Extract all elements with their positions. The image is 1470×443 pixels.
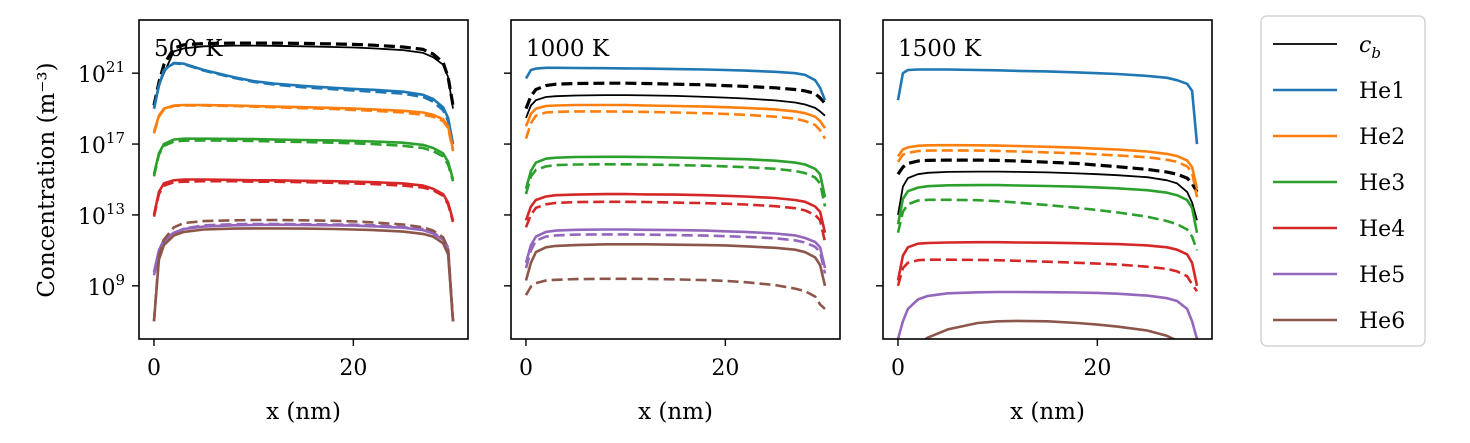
series-line-he1-solid xyxy=(524,66,827,101)
series-line-he6-solid xyxy=(923,319,1177,339)
legend-label: He4 xyxy=(1359,217,1405,242)
series-line-he2-dashed xyxy=(896,149,1199,198)
x-tick-label: 20 xyxy=(711,356,739,381)
series-line-he1-dashed xyxy=(152,61,455,147)
y-tick-label: 1013 xyxy=(78,200,125,230)
series-line-he5-solid xyxy=(152,223,455,322)
legend-label: He6 xyxy=(1359,309,1405,334)
panel-0: 500 K 0 20 x (nm) 109 1013 1017 1021 xyxy=(78,19,469,425)
series-line-he6-solid xyxy=(524,243,827,287)
plot-frame xyxy=(510,19,841,340)
series-group xyxy=(152,41,455,322)
y-tick-label: 109 xyxy=(87,271,125,301)
series-line-he2-solid xyxy=(896,143,1199,190)
series-line-he2-dashed xyxy=(524,110,827,140)
y-axis-title-group: Concentration (m⁻³) xyxy=(34,62,60,297)
series-line-he2-dashed xyxy=(152,104,455,152)
legend: cb He1 He2 He3 He4 He5 He6 xyxy=(1260,15,1426,347)
x-tick-label: 0 xyxy=(891,356,905,381)
series-group xyxy=(896,68,1199,339)
x-axis-label: x (nm) xyxy=(638,399,713,425)
series-line-he6-dashed xyxy=(524,277,826,310)
series-line-he4-dashed xyxy=(152,179,455,223)
series-line-he5-dashed xyxy=(152,222,455,322)
series-line-he3-dashed xyxy=(152,139,455,182)
series-line-c-b-dashed xyxy=(152,41,455,106)
x-tick-label: 20 xyxy=(339,356,367,381)
panel-1: 1000 K 0 20 x (nm) xyxy=(504,19,841,425)
legend-label: He5 xyxy=(1359,263,1405,288)
panels: 500 K 0 20 x (nm) 109 1013 1017 1021 1000 K 0 20 x … xyxy=(78,19,1213,425)
series-line-he4-dashed xyxy=(524,200,827,243)
series-line-he5-dashed xyxy=(524,233,827,274)
series-line-c-b-solid xyxy=(153,44,454,109)
plot-frame xyxy=(138,19,469,340)
series-line-he4-solid xyxy=(524,192,827,233)
legend-label: He1 xyxy=(1359,79,1405,104)
panel-title: 500 K xyxy=(154,36,223,62)
series-line-he3-solid xyxy=(152,137,455,180)
series-line-he6-solid xyxy=(152,227,455,322)
series-line-c-b-dashed xyxy=(896,158,1199,193)
x-tick-label: 0 xyxy=(147,356,161,381)
x-axis-label: x (nm) xyxy=(266,399,341,425)
series-group xyxy=(524,66,827,310)
y-tick-label: 1017 xyxy=(78,129,125,159)
y-axis-label: Concentration (m⁻³) xyxy=(34,62,60,297)
legend-label: He3 xyxy=(1359,171,1405,196)
panel-title: 1500 K xyxy=(898,36,982,62)
series-line-he2-solid xyxy=(524,103,827,129)
series-line-c-b-solid xyxy=(525,94,826,119)
series-line-he1-solid xyxy=(896,68,1199,145)
legend-label: He2 xyxy=(1359,125,1405,150)
series-line-he4-solid xyxy=(152,178,455,221)
plot-frame xyxy=(882,19,1213,340)
series-line-he5-solid xyxy=(896,290,1199,339)
panel-title: 1000 K xyxy=(526,36,610,62)
series-line-he3-dashed xyxy=(524,163,827,207)
series-line-he4-solid xyxy=(896,240,1199,287)
series-line-he3-solid xyxy=(896,183,1199,233)
series-line-c-b-dashed xyxy=(524,81,827,110)
legend-label: cb xyxy=(1359,33,1381,62)
series-line-he6-dashed xyxy=(152,218,455,322)
series-line-he5-solid xyxy=(524,228,827,269)
series-line-he4-dashed xyxy=(896,258,1199,292)
x-tick-label: 20 xyxy=(1083,356,1111,381)
panel-2: 1500 K 0 20 x (nm) xyxy=(876,19,1213,425)
legend-box xyxy=(1260,15,1426,347)
series-line-he3-solid xyxy=(524,155,827,198)
x-tick-label: 0 xyxy=(519,356,533,381)
series-line-c-b-solid xyxy=(897,170,1198,221)
y-tick-label: 1021 xyxy=(78,58,125,88)
series-line-he1-solid xyxy=(152,61,455,145)
x-axis-label: x (nm) xyxy=(1010,399,1085,425)
series-line-he3-dashed xyxy=(896,198,1199,251)
